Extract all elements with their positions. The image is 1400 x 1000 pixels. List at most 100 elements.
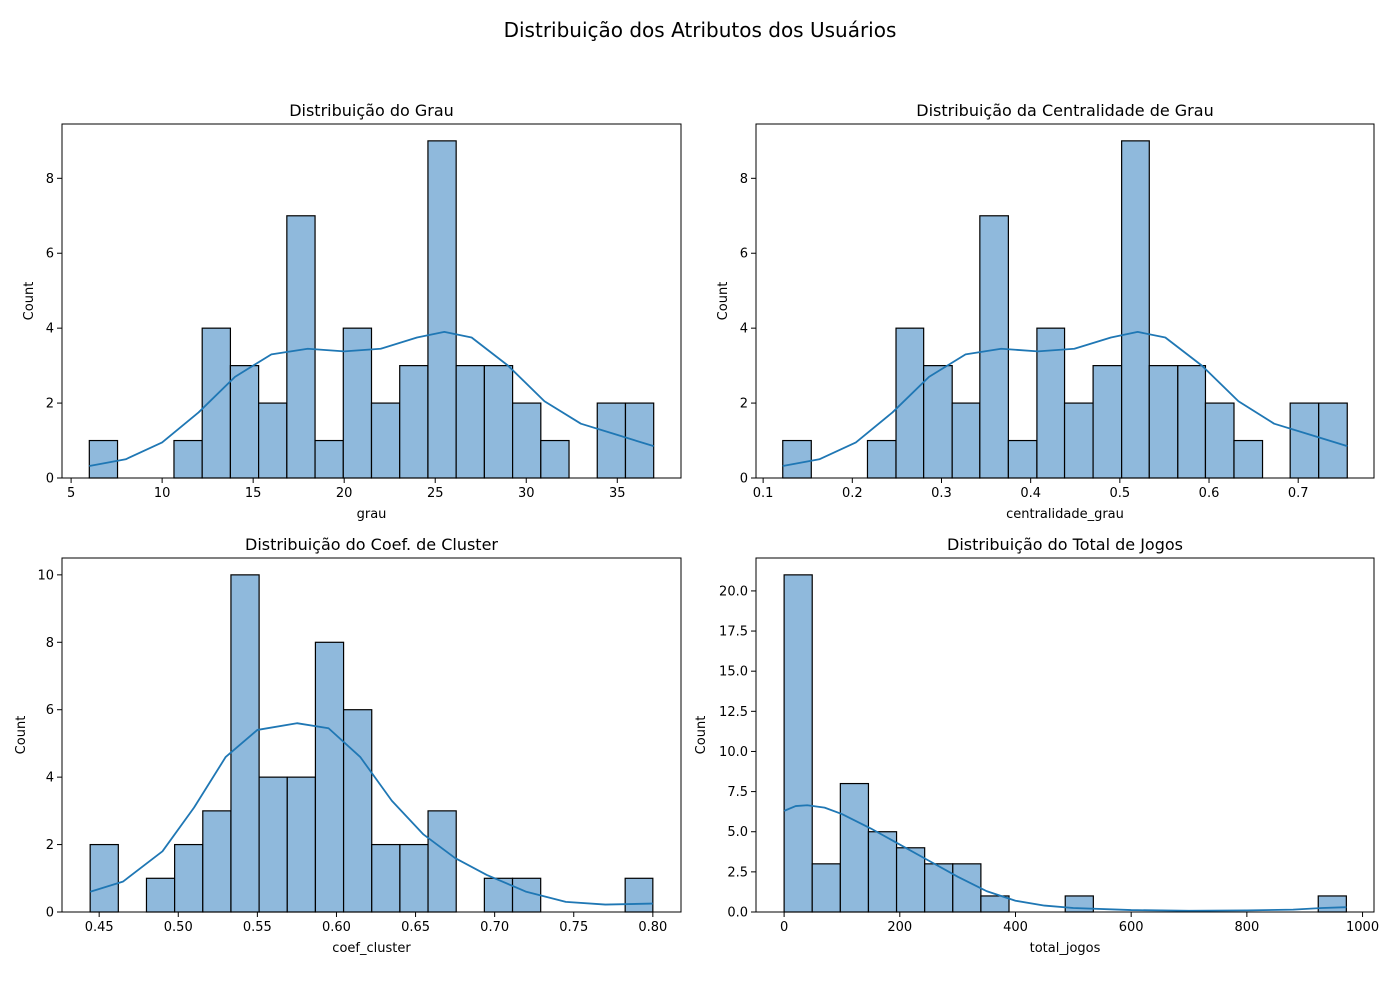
- x-tick-label: 0.80: [638, 920, 667, 935]
- histogram-bar: [895, 327, 925, 479]
- histogram-bar: [201, 327, 232, 479]
- histogram-bar: [173, 439, 203, 479]
- histogram-bar: [1148, 365, 1179, 479]
- histogram-bar: [88, 439, 119, 479]
- histogram-bar: [229, 365, 260, 479]
- x-tick-label: 0.6: [1199, 486, 1220, 501]
- histogram-bar: [980, 895, 1010, 913]
- y-tick-label: 2: [46, 397, 54, 412]
- histogram-bar: [596, 402, 627, 479]
- histogram-bar: [511, 402, 542, 479]
- histogram-bar: [286, 215, 316, 479]
- histogram-bar: [399, 843, 429, 913]
- histogram-bar: [624, 402, 655, 479]
- histogram-bar: [1317, 895, 1347, 913]
- y-axis-label: Count: [22, 282, 37, 321]
- histogram-bar: [258, 776, 288, 913]
- y-axis-label: Count: [716, 282, 731, 321]
- histogram-bar: [371, 843, 401, 913]
- y-tick-label: 10.0: [719, 745, 748, 760]
- histogram-bar: [624, 877, 654, 913]
- y-tick-label: 4: [46, 771, 54, 786]
- histogram-bar: [1289, 402, 1320, 479]
- histogram-bar: [782, 439, 812, 479]
- x-tick-label: 0.50: [164, 920, 193, 935]
- x-tick-label: 0.3: [931, 486, 952, 501]
- histogram-bar: [540, 439, 570, 479]
- histogram-bar: [483, 365, 514, 479]
- histogram-bar: [230, 574, 260, 913]
- y-tick-label: 6: [740, 247, 748, 262]
- subplot-3: 0.45 0.50 0.55 0.60 0.65 0.70 0.75 0.80 0 2 4 6 8 10 D…: [14, 535, 682, 956]
- y-axis-label: Count: [694, 716, 709, 755]
- histogram-bar: [427, 810, 457, 913]
- y-tick-label: 20.0: [719, 584, 748, 599]
- histogram-bar: [1092, 365, 1123, 479]
- y-tick-label: 0: [46, 906, 54, 921]
- y-tick-label: 8: [46, 172, 54, 187]
- x-tick-label: 600: [1119, 920, 1144, 935]
- x-tick-label: 0.55: [243, 920, 272, 935]
- y-tick-label: 5.0: [727, 825, 748, 840]
- x-tick-label: 0.65: [401, 920, 430, 935]
- histogram-bar: [783, 574, 813, 913]
- histogram-bar: [202, 810, 232, 913]
- subplot-title: Distribuição do Total de Jogos: [947, 535, 1183, 554]
- histogram-bar: [342, 709, 373, 913]
- y-tick-label: 0: [46, 472, 54, 487]
- x-tick-label: 35: [609, 486, 626, 501]
- y-tick-label: 8: [46, 636, 54, 651]
- histogram-bar: [314, 439, 344, 479]
- x-tick-label: 10: [154, 486, 171, 501]
- x-tick-label: 0.5: [1110, 486, 1131, 501]
- x-tick-label: 0.70: [480, 920, 509, 935]
- y-tick-label: 15.0: [719, 665, 748, 680]
- x-tick-label: 25: [427, 486, 444, 501]
- histogram-bar: [174, 843, 204, 913]
- histogram-bar: [1233, 439, 1264, 479]
- x-axis-label: centralidade_grau: [1006, 507, 1124, 522]
- histogram-bar: [1063, 402, 1094, 479]
- axes-frame: [755, 123, 1375, 479]
- y-tick-label: 2: [740, 397, 748, 412]
- y-tick-label: 2: [46, 838, 54, 853]
- histogram-bar: [314, 641, 345, 913]
- histogram-bar: [399, 365, 429, 479]
- histogram-bar: [839, 782, 870, 913]
- x-tick-label: 400: [1003, 920, 1028, 935]
- y-tick-label: 4: [740, 322, 748, 337]
- x-tick-label: 5: [67, 486, 75, 501]
- y-tick-label: 7.5: [727, 785, 748, 800]
- histogram-bar: [866, 439, 897, 479]
- histogram-bar: [370, 402, 401, 479]
- x-axis-label: grau: [357, 507, 387, 522]
- histogram-bar: [1177, 365, 1207, 479]
- x-tick-label: 800: [1234, 920, 1259, 935]
- subplot-title: Distribuição do Grau: [289, 101, 454, 120]
- histogram-bar: [895, 847, 926, 913]
- y-tick-label: 2.5: [727, 865, 748, 880]
- x-tick-label: 0.60: [322, 920, 351, 935]
- y-tick-label: 4: [46, 322, 54, 337]
- x-tick-label: 0.75: [559, 920, 588, 935]
- y-tick-label: 6: [46, 703, 54, 718]
- y-tick-label: 0: [740, 472, 748, 487]
- x-tick-label: 30: [518, 486, 535, 501]
- x-axis-label: coef_cluster: [332, 941, 411, 956]
- kde-line: [89, 330, 654, 467]
- histogram-bar: [145, 877, 176, 913]
- axes-frame: [61, 123, 682, 479]
- x-axis-label: total_jogos: [1030, 941, 1101, 956]
- x-tick-label: 0.7: [1288, 486, 1309, 501]
- x-tick-label: 0.2: [842, 486, 863, 501]
- histogram-bar: [258, 402, 288, 479]
- subplot-1: 5 10 15 20 25 30 35 0 2 4 6 8 Distribuição do Grau gr…: [22, 101, 682, 522]
- subplot-title: Distribuição da Centralidade de Grau: [916, 101, 1213, 120]
- subplot-title: Distribuição do Coef. de Cluster: [245, 535, 498, 554]
- y-tick-label: 12.5: [719, 705, 748, 720]
- x-tick-label: 15: [245, 486, 262, 501]
- y-tick-label: 6: [46, 247, 54, 262]
- axes-frame: [61, 557, 682, 913]
